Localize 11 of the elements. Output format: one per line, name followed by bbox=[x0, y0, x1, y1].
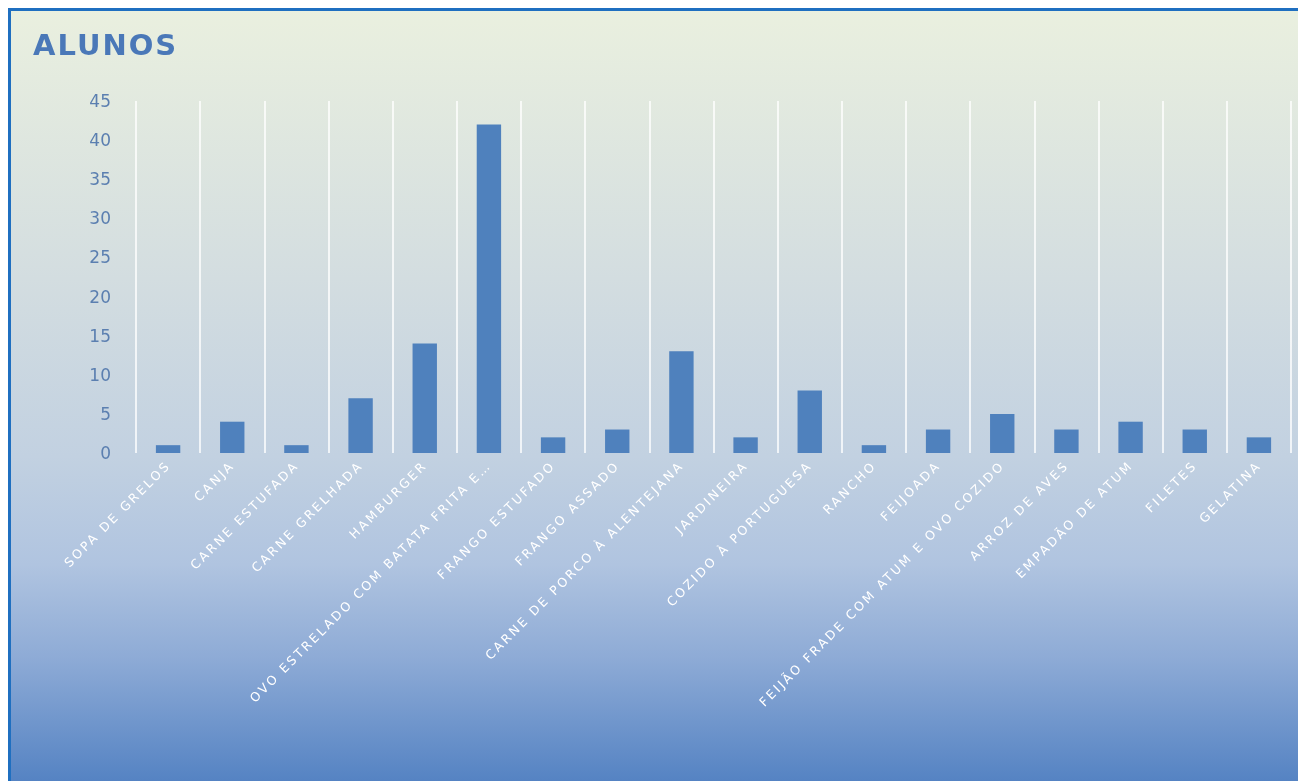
y-tick-label: 0 bbox=[100, 443, 111, 463]
y-tick-label: 20 bbox=[89, 286, 111, 307]
y-tick-label: 10 bbox=[89, 364, 111, 385]
y-tick-label: 45 bbox=[89, 91, 111, 111]
y-tick-label: 35 bbox=[89, 169, 111, 190]
y-tick-label: 15 bbox=[89, 325, 111, 346]
y-tick-label: 5 bbox=[100, 403, 111, 424]
y-tick-label: 40 bbox=[89, 130, 111, 151]
chart-title: ALUNOS bbox=[33, 27, 179, 62]
y-tick-label: 25 bbox=[89, 247, 111, 268]
y-tick-label: 30 bbox=[89, 208, 111, 229]
